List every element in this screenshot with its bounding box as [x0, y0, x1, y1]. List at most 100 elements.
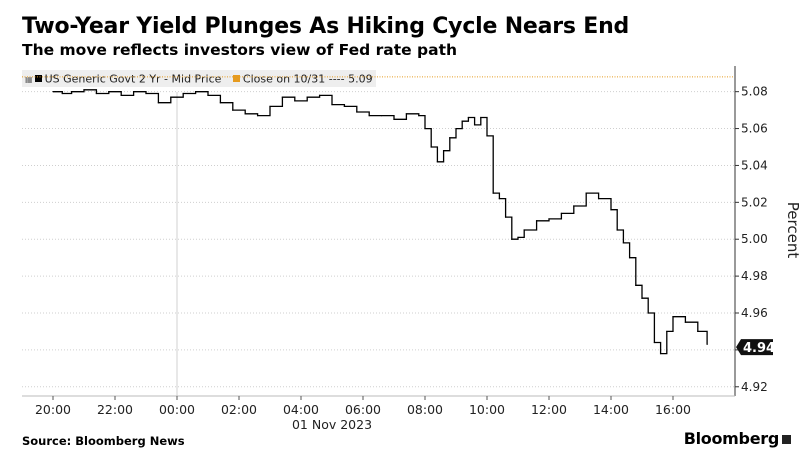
- legend-label-close: Close on 10/31 ---- 5.09: [242, 72, 373, 86]
- series-point: [635, 284, 637, 286]
- x-date-label: 01 Nov 2023: [292, 417, 372, 432]
- series-point: [319, 94, 321, 96]
- axis-layer: [22, 66, 739, 400]
- series-point: [257, 115, 259, 117]
- series-point: [492, 192, 494, 194]
- x-tick-label: 08:00: [407, 402, 443, 417]
- series-point: [610, 209, 612, 211]
- series-point: [244, 113, 246, 115]
- y-tick-label: 5.06: [741, 122, 768, 136]
- series-point: [281, 96, 283, 98]
- series-point: [133, 91, 135, 93]
- series-point: [666, 330, 668, 333]
- last-value-badge: [736, 339, 773, 356]
- x-tick-label: 10:00: [469, 402, 505, 417]
- series-point: [108, 91, 110, 93]
- series-point: [157, 102, 159, 104]
- series-point: [207, 94, 209, 96]
- series-point: [461, 120, 463, 122]
- series-point: [511, 238, 513, 240]
- series-point: [486, 135, 488, 137]
- brand-square-icon: [782, 435, 791, 444]
- series-point: [61, 92, 63, 95]
- series-point: [585, 192, 587, 194]
- series-point: [356, 111, 358, 113]
- series-point: [697, 330, 699, 333]
- series-point: [622, 242, 625, 244]
- brand-logo: Bloomberg: [684, 429, 791, 448]
- series-layer: [52, 89, 708, 355]
- series-point: [616, 229, 618, 231]
- series-point: [269, 105, 271, 108]
- series-point: [523, 229, 525, 231]
- x-tick-label: 14:00: [593, 402, 629, 417]
- series-point: [573, 205, 575, 207]
- series-point: [449, 137, 451, 139]
- series-point: [219, 102, 221, 104]
- series-point: [474, 124, 476, 126]
- x-tick-label: 22:00: [97, 402, 133, 417]
- series-point: [467, 116, 469, 119]
- series-point: [145, 92, 147, 95]
- x-tick-label: 20:00: [35, 402, 71, 417]
- y-tick-label: 5.08: [741, 85, 768, 99]
- source-note: Source: Bloomberg News: [22, 434, 185, 448]
- last-value-label: 4.94: [743, 341, 775, 356]
- series-point: [368, 115, 370, 117]
- series-point: [71, 91, 73, 93]
- x-tick-label: 00:00: [159, 402, 195, 417]
- series-point: [83, 89, 85, 91]
- y-tick-label: 4.92: [741, 380, 768, 394]
- label-layer: 5.08 5.06 5.04 5.02 5.00 4.98 4.96 4.94 4.92 20:0…: [35, 85, 802, 432]
- series-point: [548, 218, 550, 220]
- x-tick-label: 04:00: [283, 402, 319, 417]
- series-point: [480, 116, 482, 119]
- series-point: [418, 115, 420, 117]
- series-point: [424, 127, 426, 130]
- legend-label-series: US Generic Govt 2 Yr - Mid Price: [44, 72, 222, 86]
- series-point: [52, 91, 54, 93]
- series-point: [672, 316, 674, 318]
- series-point: [195, 91, 197, 93]
- series-point: [381, 115, 383, 117]
- legend-grip-icon[interactable]: ▦: [25, 74, 33, 84]
- x-tick-label: 02:00: [221, 402, 257, 417]
- series-point: [455, 127, 457, 130]
- series-point: [170, 96, 172, 98]
- x-tick-label: 16:00: [655, 402, 691, 417]
- series-point: [653, 341, 656, 344]
- series-point: [331, 103, 333, 106]
- y-axis-label: Percent: [784, 202, 802, 259]
- series-point: [505, 216, 507, 218]
- series-point: [598, 198, 600, 200]
- series-point: [560, 212, 563, 214]
- series-point: [443, 150, 445, 152]
- legend-swatch-series: [34, 75, 42, 82]
- series-point: [629, 257, 631, 259]
- x-tick-label: 12:00: [531, 402, 567, 417]
- brand-wordmark: Bloomberg: [683, 429, 780, 448]
- series-point: [430, 146, 432, 148]
- series-point: [294, 100, 296, 102]
- series-point: [232, 109, 234, 111]
- chart-legend: ▦ US Generic Govt 2 Yr - Mid Price Close …: [22, 70, 376, 87]
- series-point: [393, 118, 395, 120]
- series-line: [53, 89, 708, 355]
- series-point: [306, 96, 308, 98]
- y-tick-label: 5.00: [741, 232, 768, 246]
- series-point: [405, 113, 407, 115]
- series-point: [641, 297, 643, 299]
- series-point: [436, 161, 438, 163]
- chart-subtitle: The move reflects investors view of Fed …: [22, 41, 458, 59]
- y-tick-label: 5.02: [741, 195, 768, 209]
- series-point: [684, 321, 687, 323]
- series-point: [498, 198, 500, 200]
- chart-title: Two-Year Yield Plunges As Hiking Cycle N…: [22, 14, 630, 39]
- series-point: [536, 220, 538, 222]
- y-tick-label: 4.98: [741, 269, 768, 283]
- y-tick-label: 4.96: [741, 306, 768, 320]
- series-point: [706, 343, 708, 345]
- series-point: [182, 92, 184, 95]
- series-point: [517, 236, 519, 238]
